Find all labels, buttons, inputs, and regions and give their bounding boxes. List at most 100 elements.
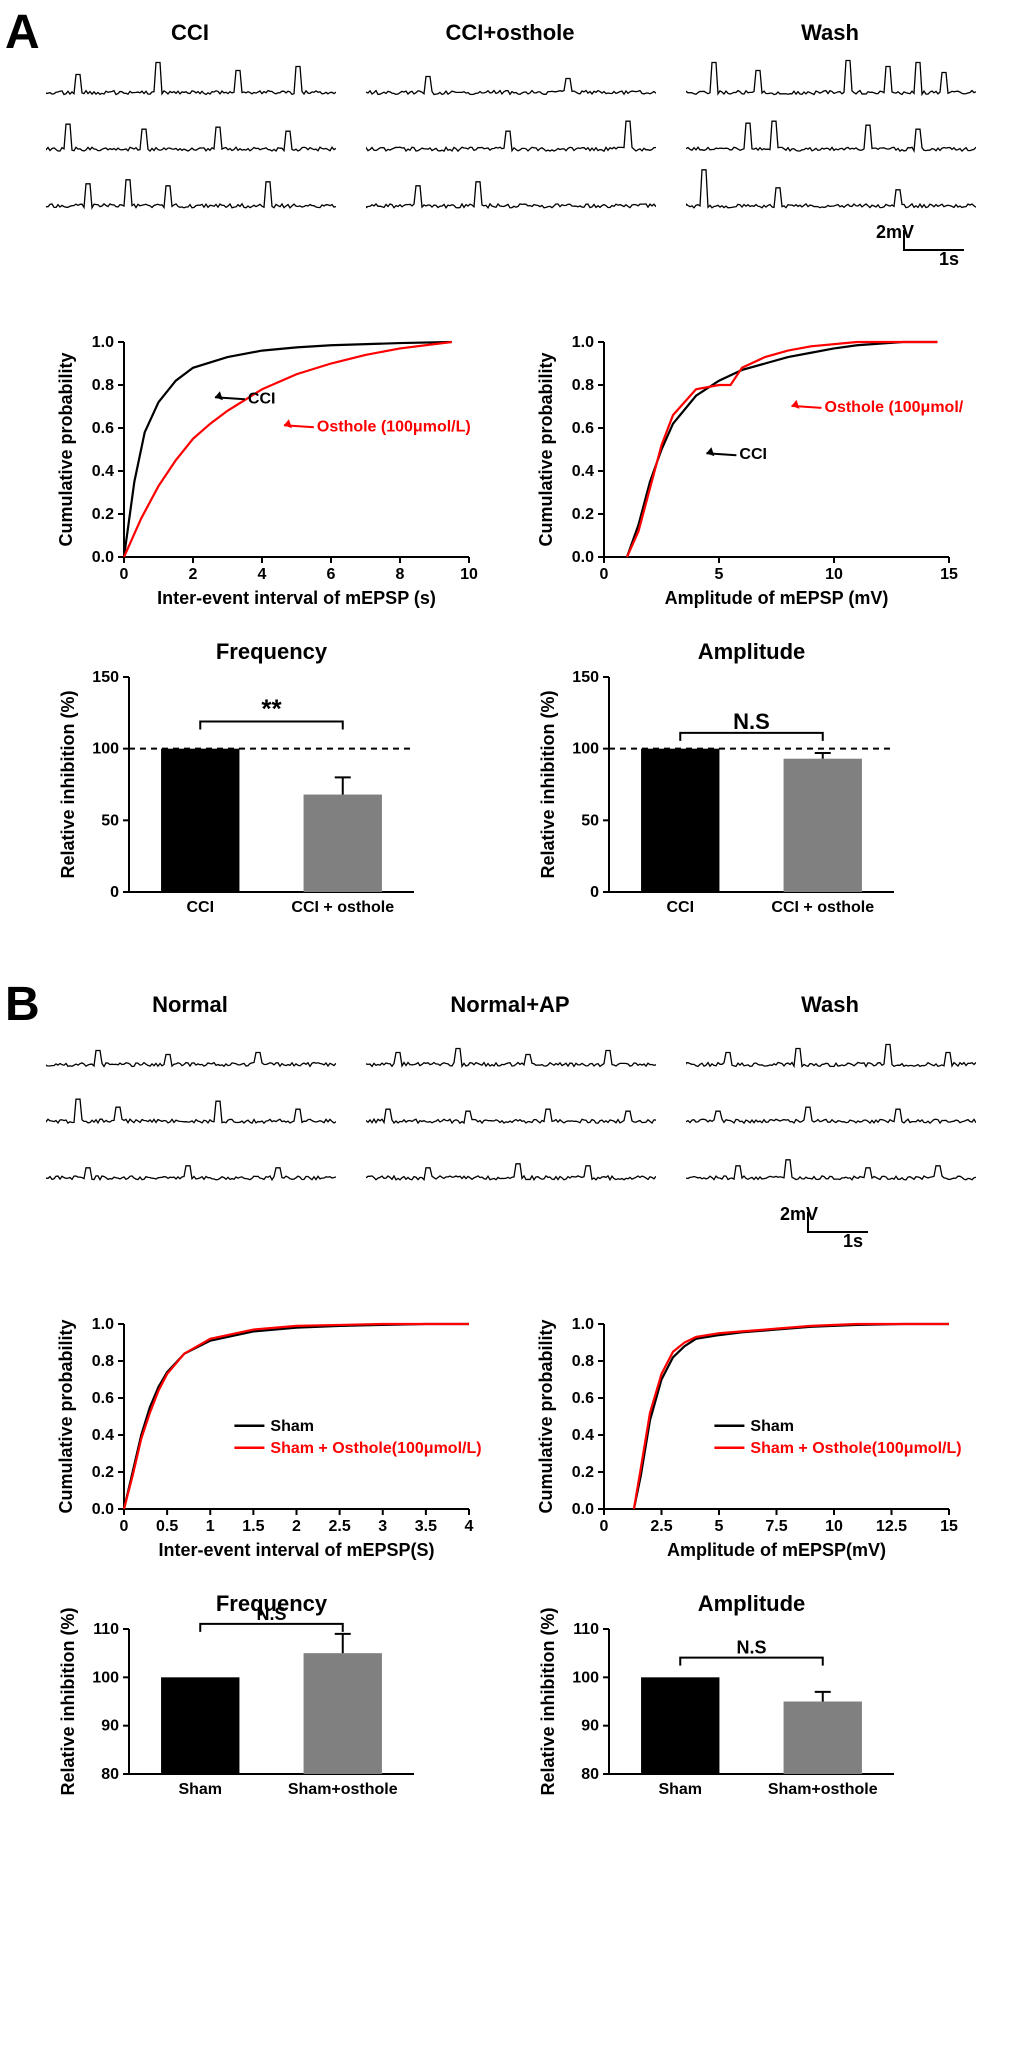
svg-text:0: 0 — [600, 1518, 609, 1535]
svg-text:6: 6 — [327, 566, 336, 583]
svg-text:90: 90 — [581, 1718, 599, 1735]
panel-b-bar-row: Frequency8090100110Relative inhibition (… — [30, 1589, 990, 1824]
svg-text:N.S: N.S — [256, 1604, 286, 1624]
svg-text:Relative inhibition (%): Relative inhibition (%) — [538, 690, 558, 878]
svg-text:0.6: 0.6 — [92, 420, 114, 437]
traces-cci — [46, 50, 336, 220]
svg-text:80: 80 — [581, 1766, 599, 1783]
svg-text:**: ** — [261, 693, 282, 723]
svg-text:1.0: 1.0 — [572, 334, 594, 351]
trace-title-wash-a: Wash — [686, 20, 974, 46]
svg-text:0.4: 0.4 — [92, 463, 114, 480]
svg-text:0.2: 0.2 — [572, 506, 594, 523]
svg-text:0.2: 0.2 — [572, 1464, 594, 1481]
svg-text:110: 110 — [93, 1621, 119, 1638]
svg-text:1.5: 1.5 — [242, 1518, 264, 1535]
svg-text:Sham: Sham — [750, 1418, 794, 1435]
svg-text:2: 2 — [189, 566, 198, 583]
scale-h-a: 1s — [939, 249, 959, 269]
trace-title-wash-b: Wash — [686, 992, 974, 1018]
svg-text:2.5: 2.5 — [650, 1518, 672, 1535]
svg-text:CCI: CCI — [186, 899, 214, 916]
svg-text:12.5: 12.5 — [876, 1518, 907, 1535]
chart-a-amplitude: 0510150.00.20.40.60.81.0Amplitude of mEP… — [534, 332, 964, 612]
svg-text:Cumulative probability: Cumulative probability — [56, 352, 76, 546]
svg-text:100: 100 — [92, 741, 119, 758]
svg-text:Relative inhibition (%): Relative inhibition (%) — [58, 690, 78, 878]
chart-a-interval: 02468100.00.20.40.60.81.0Inter-event int… — [54, 332, 484, 612]
svg-text:110: 110 — [573, 1621, 599, 1638]
svg-text:N.S: N.S — [733, 709, 770, 734]
svg-text:Inter-event interval of mEPSP(: Inter-event interval of mEPSP(S) — [158, 1540, 434, 1560]
svg-text:150: 150 — [92, 669, 119, 686]
svg-text:Sham + Osthole(100μmol/L): Sham + Osthole(100μmol/L) — [750, 1440, 961, 1457]
svg-text:100: 100 — [572, 741, 599, 758]
svg-text:Amplitude: Amplitude — [698, 639, 806, 664]
traces-normal-ap — [366, 1022, 656, 1192]
svg-text:100: 100 — [572, 1669, 599, 1686]
svg-text:0: 0 — [600, 566, 609, 583]
svg-text:Sham: Sham — [270, 1418, 314, 1435]
svg-text:4: 4 — [465, 1518, 474, 1535]
svg-text:100: 100 — [92, 1669, 119, 1686]
svg-text:0.8: 0.8 — [92, 1353, 114, 1370]
bar-b-amplitude: Amplitude 80 90 100 110 Relative inhibition (… — [534, 1589, 914, 1819]
trace-col-cci-osthole: CCI+osthole — [366, 20, 654, 312]
svg-text:10: 10 — [825, 1518, 843, 1535]
panel-b-traces: Normal Normal+AP Wash — [30, 992, 990, 1197]
svg-text:0: 0 — [120, 566, 129, 583]
svg-text:0.4: 0.4 — [572, 463, 594, 480]
chart-b-interval: 00.511.522.533.540.00.20.40.60.81.0Inter… — [54, 1314, 484, 1564]
svg-text:Inter-event interval of mEPSP: Inter-event interval of mEPSP (s) — [157, 588, 436, 608]
traces-wash-a — [686, 50, 976, 220]
svg-text:5: 5 — [715, 566, 724, 583]
svg-text:0.0: 0.0 — [92, 549, 114, 566]
trace-col-normal: Normal — [46, 992, 334, 1197]
bar-b-frequency: Frequency8090100110Relative inhibition (… — [54, 1589, 434, 1819]
svg-text:0.2: 0.2 — [92, 506, 114, 523]
svg-text:150: 150 — [572, 669, 599, 686]
svg-text:Amplitude of mEPSP(mV): Amplitude of mEPSP(mV) — [667, 1540, 886, 1560]
svg-text:Relative inhibition (%): Relative inhibition (%) — [58, 1607, 78, 1795]
svg-text:0.4: 0.4 — [572, 1427, 594, 1444]
svg-text:Sham: Sham — [658, 1781, 702, 1798]
svg-text:Sham+osthole: Sham+osthole — [288, 1781, 398, 1798]
svg-text:0.0: 0.0 — [92, 1501, 114, 1518]
svg-text:3: 3 — [378, 1518, 387, 1535]
svg-text:0.0: 0.0 — [572, 549, 594, 566]
svg-text:15: 15 — [940, 566, 958, 583]
panel-b: B Normal Normal+AP Wash 2mV 1s 00.511.52… — [0, 972, 1020, 1854]
svg-text:5: 5 — [715, 1518, 724, 1535]
svg-text:0.5: 0.5 — [156, 1518, 178, 1535]
svg-text:0.2: 0.2 — [92, 1464, 114, 1481]
traces-wash-b — [686, 1022, 976, 1192]
trace-col-wash-a: Wash 2mV 1s — [686, 20, 974, 312]
svg-text:Sham: Sham — [178, 1781, 222, 1798]
svg-text:N.S: N.S — [736, 1638, 766, 1658]
chart-b-amplitude: 02.557.51012.5150.00.20.40.60.81.0Amplit… — [534, 1314, 964, 1564]
svg-text:Cumulative probability: Cumulative probability — [536, 1319, 556, 1513]
svg-text:Frequency: Frequency — [216, 639, 328, 664]
panel-b-cumulative-row: 00.511.522.533.540.00.20.40.60.81.0Inter… — [30, 1314, 990, 1569]
svg-text:0.8: 0.8 — [572, 377, 594, 394]
svg-text:Relative inhibition (%): Relative inhibition (%) — [538, 1607, 558, 1795]
svg-text:0.4: 0.4 — [92, 1427, 114, 1444]
svg-text:10: 10 — [460, 566, 478, 583]
svg-text:0.8: 0.8 — [572, 1353, 594, 1370]
svg-text:Cumulative probability: Cumulative probability — [56, 1319, 76, 1513]
svg-text:1.0: 1.0 — [572, 1316, 594, 1333]
svg-text:CCI: CCI — [248, 390, 276, 407]
scale-h-b: 1s — [843, 1231, 863, 1251]
svg-text:90: 90 — [101, 1718, 119, 1735]
svg-text:Cumulative probability: Cumulative probability — [536, 352, 556, 546]
svg-text:0.0: 0.0 — [572, 1501, 594, 1518]
traces-normal — [46, 1022, 336, 1192]
svg-text:Osthole (100μmol/L): Osthole (100μmol/L) — [825, 399, 965, 416]
svg-text:CCI: CCI — [739, 446, 767, 463]
svg-text:0.6: 0.6 — [572, 1390, 594, 1407]
svg-text:0.6: 0.6 — [572, 420, 594, 437]
svg-text:0.8: 0.8 — [92, 377, 114, 394]
svg-text:Amplitude: Amplitude — [698, 1591, 806, 1616]
svg-text:CCI + osthole: CCI + osthole — [771, 899, 874, 916]
svg-text:50: 50 — [101, 812, 119, 829]
